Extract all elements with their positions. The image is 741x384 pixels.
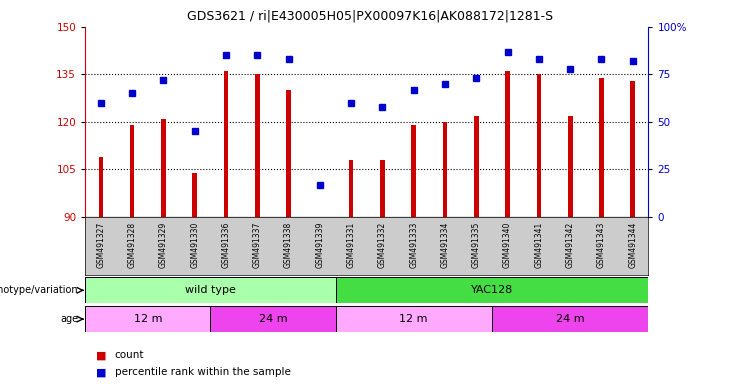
Text: GSM491343: GSM491343: [597, 222, 606, 268]
Text: GSM491327: GSM491327: [96, 222, 105, 268]
Bar: [210, 306, 336, 332]
Text: percentile rank within the sample: percentile rank within the sample: [115, 367, 290, 377]
Bar: [411, 125, 416, 217]
Text: GSM491337: GSM491337: [253, 222, 262, 268]
Bar: [161, 119, 166, 217]
Bar: [286, 90, 291, 217]
Text: GSM491333: GSM491333: [409, 222, 418, 268]
Text: GSM491330: GSM491330: [190, 222, 199, 268]
Bar: [99, 157, 103, 217]
Bar: [224, 71, 228, 217]
Text: GSM491328: GSM491328: [127, 222, 136, 268]
Text: 24 m: 24 m: [259, 314, 288, 324]
Text: genotype/variation: genotype/variation: [0, 285, 79, 295]
Text: ■: ■: [96, 367, 107, 377]
Bar: [349, 160, 353, 217]
Text: GDS3621 / ri|E430005H05|PX00097K16|AK088172|1281-S: GDS3621 / ri|E430005H05|PX00097K16|AK088…: [187, 10, 554, 23]
Text: 24 m: 24 m: [556, 314, 585, 324]
Bar: [85, 306, 210, 332]
Bar: [474, 116, 479, 217]
Text: age: age: [60, 314, 79, 324]
Text: GSM491340: GSM491340: [503, 222, 512, 268]
Text: GSM491332: GSM491332: [378, 222, 387, 268]
Text: GSM491331: GSM491331: [347, 222, 356, 268]
Text: GSM491344: GSM491344: [628, 222, 637, 268]
Bar: [85, 277, 336, 303]
Text: YAC128: YAC128: [471, 285, 513, 295]
Bar: [505, 71, 510, 217]
Bar: [130, 125, 134, 217]
Text: GSM491341: GSM491341: [534, 222, 543, 268]
Text: 12 m: 12 m: [399, 314, 428, 324]
Text: 12 m: 12 m: [133, 314, 162, 324]
Text: wild type: wild type: [185, 285, 236, 295]
Text: ■: ■: [96, 350, 107, 360]
Text: GSM491342: GSM491342: [565, 222, 575, 268]
Bar: [631, 81, 635, 217]
Text: GSM491335: GSM491335: [472, 222, 481, 268]
Bar: [380, 160, 385, 217]
Bar: [336, 277, 648, 303]
Bar: [193, 173, 197, 217]
Text: GSM491334: GSM491334: [440, 222, 450, 268]
Text: GSM491338: GSM491338: [284, 222, 293, 268]
Text: GSM491329: GSM491329: [159, 222, 168, 268]
Bar: [568, 116, 573, 217]
Text: count: count: [115, 350, 144, 360]
Bar: [442, 122, 448, 217]
Bar: [336, 306, 492, 332]
Bar: [255, 74, 259, 217]
Text: GSM491339: GSM491339: [316, 222, 325, 268]
Bar: [599, 78, 604, 217]
Bar: [536, 74, 541, 217]
Bar: [492, 306, 648, 332]
Text: GSM491336: GSM491336: [222, 222, 230, 268]
